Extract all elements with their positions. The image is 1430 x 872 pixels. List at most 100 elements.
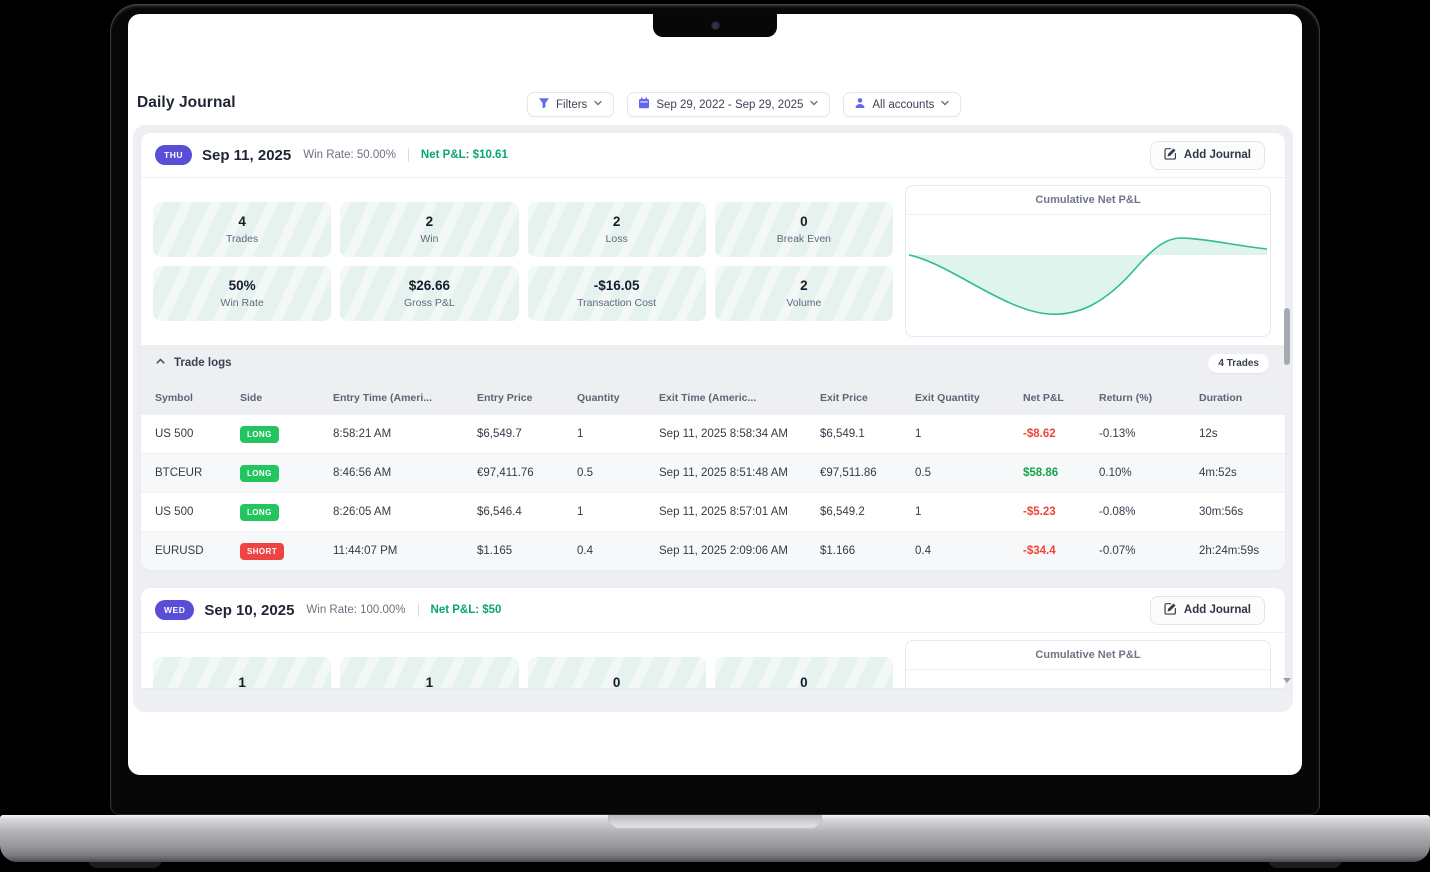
side-badge: LONG bbox=[240, 503, 279, 521]
column-header: Exit Time (Americ... bbox=[659, 391, 757, 404]
stat-tile: 1 bbox=[340, 657, 519, 688]
cell-quantity: 1 bbox=[577, 506, 584, 518]
page-title: Daily Journal bbox=[137, 94, 236, 111]
add-journal-label: Add Journal bbox=[1183, 149, 1251, 161]
cell-exit-price: €97,511.86 bbox=[820, 467, 877, 479]
trade-logs-section: Trade logs 4 Trades Symbol Side Entry Time… bbox=[141, 345, 1285, 570]
stat-value: 2 bbox=[800, 278, 808, 293]
column-header: Duration bbox=[1199, 391, 1243, 404]
day-card-body: 4 Trades 2 Win 2 Loss 0 Break Even 50% W… bbox=[141, 178, 1285, 345]
column-header: Quantity bbox=[577, 391, 620, 404]
day-card-header: THU Sep 11, 2025 Win Rate: 50.00% Net P&… bbox=[141, 133, 1285, 178]
stats-grid: 1 1 0 0 bbox=[153, 657, 893, 688]
laptop-screen: Daily Journal Filters Sep 29, 2022 - Sep… bbox=[128, 14, 1302, 775]
cell-return-pct: -0.13% bbox=[1099, 428, 1136, 440]
trade-logs-label: Trade logs bbox=[174, 357, 232, 369]
cell-entry-time: 8:26:05 AM bbox=[333, 506, 392, 518]
net-pnl-label: Net P&L: $10.61 bbox=[420, 149, 508, 161]
trades-count-badge: 4 Trades bbox=[1208, 353, 1269, 373]
table-body: US 500 LONG 8:58:21 AM $6,549.7 1 Sep 11… bbox=[141, 414, 1285, 570]
cumulative-pnl-card: Cumulative Net P&L bbox=[905, 640, 1271, 688]
cell-entry-time: 8:58:21 AM bbox=[333, 428, 392, 440]
stat-label: Volume bbox=[786, 297, 822, 309]
table-row[interactable]: BTCEUR LONG 8:46:56 AM €97,411.76 0.5 Se… bbox=[141, 453, 1285, 492]
chevron-down-icon bbox=[593, 98, 603, 111]
stat-value: 1 bbox=[238, 675, 246, 688]
column-header: Symbol bbox=[155, 391, 193, 404]
table-row[interactable]: EURUSD SHORT 11:44:07 PM $1.165 0.4 Sep … bbox=[141, 531, 1285, 570]
column-header: Entry Price bbox=[477, 391, 533, 404]
divider bbox=[417, 603, 419, 617]
cell-duration: 4m:52s bbox=[1199, 467, 1237, 479]
add-journal-button[interactable]: Add Journal bbox=[1149, 595, 1265, 625]
cell-entry-price: $6,549.7 bbox=[477, 428, 522, 440]
cell-symbol: US 500 bbox=[155, 428, 194, 440]
calendar-icon bbox=[638, 97, 650, 112]
date-range-button[interactable]: Sep 29, 2022 - Sep 29, 2025 bbox=[627, 92, 831, 117]
cumulative-pnl-chart bbox=[906, 215, 1270, 340]
accounts-button[interactable]: All accounts bbox=[843, 92, 962, 117]
camera-notch bbox=[653, 14, 777, 37]
stat-tile: 2 Loss bbox=[527, 202, 706, 257]
trade-logs-header[interactable]: Trade logs 4 Trades bbox=[141, 345, 1285, 381]
stat-value: 2 bbox=[425, 214, 434, 229]
funnel-icon bbox=[538, 97, 550, 112]
cell-exit-time: Sep 11, 2025 8:58:34 AM bbox=[659, 428, 788, 440]
webcam-dot bbox=[710, 21, 720, 30]
side-badge: SHORT bbox=[240, 542, 284, 560]
scrollbar-thumb[interactable] bbox=[1284, 308, 1290, 365]
stat-label: Loss bbox=[605, 233, 628, 245]
side-badge: LONG bbox=[240, 425, 279, 443]
stat-tile: $26.66 Gross P&L bbox=[340, 266, 519, 321]
user-icon bbox=[854, 97, 866, 112]
cell-entry-price: $1.165 bbox=[477, 545, 513, 557]
laptop-base bbox=[0, 815, 1430, 862]
cell-exit-quantity: 1 bbox=[915, 506, 922, 518]
edit-icon bbox=[1164, 602, 1177, 618]
cell-net-pnl: $58.86 bbox=[1023, 467, 1059, 479]
journal-scroll-container: THU Sep 11, 2025 Win Rate: 50.00% Net P&… bbox=[133, 125, 1293, 712]
add-journal-label: Add Journal bbox=[1183, 604, 1251, 616]
toolbar: Filters Sep 29, 2022 - Sep 29, 2025 All … bbox=[527, 92, 962, 117]
stat-label: Win Rate bbox=[220, 297, 264, 309]
cell-net-pnl: -$34.4 bbox=[1023, 545, 1056, 557]
column-header: Entry Time (Ameri... bbox=[333, 391, 433, 404]
cell-entry-time: 11:44:07 PM bbox=[333, 545, 398, 557]
cell-duration: 2h:24m:59s bbox=[1199, 545, 1260, 557]
stat-value: 50% bbox=[228, 278, 256, 293]
journal-day-card: THU Sep 11, 2025 Win Rate: 50.00% Net P&… bbox=[141, 133, 1285, 570]
stat-tile: 4 Trades bbox=[153, 202, 332, 257]
day-badge: WED bbox=[155, 600, 195, 620]
cell-exit-quantity: 0.5 bbox=[915, 467, 931, 479]
cell-exit-time: Sep 11, 2025 2:09:06 AM bbox=[659, 545, 788, 557]
table-row[interactable]: US 500 LONG 8:26:05 AM $6,546.4 1 Sep 11… bbox=[141, 492, 1285, 531]
side-badge: LONG bbox=[240, 464, 279, 482]
day-badge: THU bbox=[155, 145, 192, 165]
add-journal-button[interactable]: Add Journal bbox=[1149, 140, 1265, 170]
stat-tile: 50% Win Rate bbox=[153, 266, 332, 321]
day-card-header: WED Sep 10, 2025 Win Rate: 100.00% Net P… bbox=[141, 588, 1285, 633]
cell-return-pct: 0.10% bbox=[1099, 467, 1132, 479]
scrollbar-down-arrow[interactable] bbox=[1283, 678, 1291, 683]
cell-exit-price: $1.166 bbox=[820, 545, 856, 557]
cell-entry-price: €97,411.76 bbox=[477, 467, 534, 479]
cell-exit-quantity: 1 bbox=[915, 428, 922, 440]
win-rate-label: Win Rate: 50.00% bbox=[303, 149, 396, 161]
stat-tile: 2 Win bbox=[340, 202, 519, 257]
chevron-up-icon bbox=[155, 354, 166, 372]
filters-label: Filters bbox=[556, 98, 588, 111]
stat-tile: 0 Break Even bbox=[714, 202, 893, 257]
cell-symbol: EURUSD bbox=[155, 545, 204, 557]
stat-tile: 2 Volume bbox=[714, 266, 893, 321]
stat-tile: 1 bbox=[153, 657, 332, 688]
cell-return-pct: -0.08% bbox=[1099, 506, 1136, 518]
stat-value: -$16.05 bbox=[593, 278, 640, 293]
cell-exit-price: $6,549.2 bbox=[820, 506, 865, 518]
stat-value: 0 bbox=[800, 214, 808, 229]
table-row[interactable]: US 500 LONG 8:58:21 AM $6,549.7 1 Sep 11… bbox=[141, 414, 1285, 453]
stat-label: Transaction Cost bbox=[577, 297, 657, 309]
cell-duration: 12s bbox=[1199, 428, 1218, 440]
filters-button[interactable]: Filters bbox=[527, 92, 615, 117]
cell-entry-time: 8:46:56 AM bbox=[333, 467, 392, 479]
cell-entry-price: $6,546.4 bbox=[477, 506, 522, 518]
